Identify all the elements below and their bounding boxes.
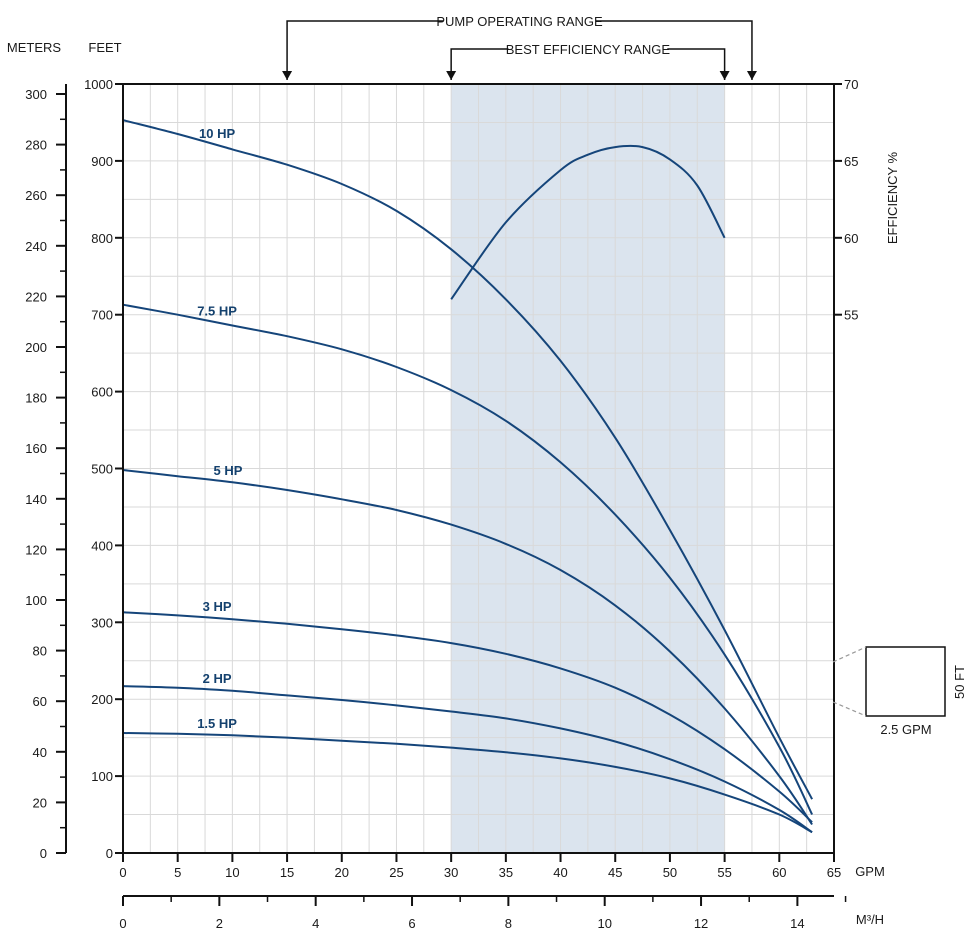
- curve-label-2-hp: 2 HP: [203, 671, 232, 686]
- head-curve-1-5-hp: [122, 732, 813, 834]
- feet-tick-label: 900: [91, 154, 113, 169]
- head-curve-3-hp: [122, 611, 813, 823]
- meters-tick-label: 240: [25, 239, 47, 254]
- feet-tick-label: 100: [91, 769, 113, 784]
- head-curve-2-hp: [122, 685, 813, 834]
- gpm-tick-label: 30: [444, 865, 458, 880]
- m3h-tick-label: 8: [505, 916, 512, 931]
- grid: [123, 84, 834, 853]
- curve-label-1-5-hp: 1.5 HP: [197, 716, 237, 731]
- scale-legend-leader-bottom: [832, 701, 867, 717]
- efficiency-tick-label: 55: [844, 308, 858, 323]
- scale-legend-width-label: 2.5 GPM: [880, 722, 931, 737]
- best-efficiency-range-label: BEST EFFICIENCY RANGE: [506, 42, 671, 57]
- meters-tick-label: 80: [33, 644, 47, 659]
- meters-tick-label: 40: [33, 745, 47, 760]
- best-efficiency-range-bracket-right: [667, 48, 726, 80]
- curves: 10 HP 7.5 HP 5 HP 3 HP 2 HP 1.5 HP: [122, 119, 814, 834]
- m3h-tick-label: 10: [597, 916, 611, 931]
- m3h-tick-label: 2: [216, 916, 223, 931]
- curve-label-10-hp: 10 HP: [199, 126, 235, 141]
- meters-tick-label: 300: [25, 87, 47, 102]
- gpm-axis-title: GPM: [855, 864, 885, 879]
- meters-tick-label: 0: [40, 846, 47, 861]
- gpm-tick-label: 5: [174, 865, 181, 880]
- efficiency-tick-label: 65: [844, 154, 858, 169]
- curve-label-5-hp: 5 HP: [214, 463, 243, 478]
- gpm-tick-label: 0: [119, 865, 126, 880]
- range-annotations: PUMP OPERATING RANGE BEST EFFICIENCY RAN…: [282, 14, 757, 80]
- meters-tick-label: 280: [25, 138, 47, 153]
- scale-legend-box: [865, 646, 946, 717]
- meters-tick-label: 20: [33, 795, 47, 810]
- m3h-tick-label: 12: [694, 916, 708, 931]
- scale-legend-height-label: 50 FT: [952, 665, 967, 699]
- pump-operating-range-bracket-left: [286, 20, 444, 80]
- m3h-tick-label: 14: [790, 916, 804, 931]
- meters-tick-label: 140: [25, 492, 47, 507]
- scale-legend-leader-top: [832, 646, 867, 663]
- meters-tick-label: 260: [25, 188, 47, 203]
- m3h-axis-title: M³/H: [856, 912, 884, 927]
- best-efficiency-range-bracket-left: [450, 48, 509, 80]
- gpm-tick-label: 15: [280, 865, 294, 880]
- meters-tick-label: 160: [25, 441, 47, 456]
- best-efficiency-range-arrow: [719, 71, 730, 80]
- gpm-tick-label: 10: [225, 865, 239, 880]
- gpm-tick-label: 35: [499, 865, 513, 880]
- meters-tick-label: 180: [25, 391, 47, 406]
- meters-tick-label: 200: [25, 340, 47, 355]
- feet-tick-label: 600: [91, 385, 113, 400]
- pump-operating-range-arrow: [746, 71, 757, 80]
- meters-tick-label: 220: [25, 289, 47, 304]
- efficiency-axis-title: EFFICIENCY %: [885, 151, 900, 244]
- meters-tick-label: 100: [25, 593, 47, 608]
- head-curve-5-hp: [122, 469, 813, 826]
- axes: 0100200300400500600700800900100002040608…: [25, 77, 858, 931]
- feet-tick-label: 1000: [84, 77, 113, 92]
- feet-axis-title: FEET: [88, 40, 121, 55]
- gpm-tick-label: 55: [717, 865, 731, 880]
- pump-operating-range-label: PUMP OPERATING RANGE: [436, 14, 603, 29]
- best-efficiency-range-arrow: [446, 71, 457, 80]
- feet-tick-label: 300: [91, 615, 113, 630]
- pump-operating-range-bracket-right: [595, 20, 753, 80]
- gpm-tick-label: 20: [335, 865, 349, 880]
- efficiency-tick-label: 70: [844, 77, 858, 92]
- scale-legend: 2.5 GPM 50 FT: [832, 646, 967, 737]
- gpm-tick-label: 25: [389, 865, 403, 880]
- feet-tick-label: 700: [91, 308, 113, 323]
- feet-tick-label: 0: [106, 846, 113, 861]
- curve-label-7-5-hp: 7.5 HP: [197, 303, 237, 318]
- gpm-tick-label: 60: [772, 865, 786, 880]
- meters-axis-title: METERS: [7, 40, 62, 55]
- gpm-tick-label: 40: [553, 865, 567, 880]
- m3h-tick-label: 0: [119, 916, 126, 931]
- pump-operating-range-arrow: [282, 71, 293, 80]
- feet-tick-label: 500: [91, 462, 113, 477]
- feet-tick-label: 800: [91, 231, 113, 246]
- gpm-tick-label: 50: [663, 865, 677, 880]
- gpm-tick-label: 45: [608, 865, 622, 880]
- meters-tick-label: 120: [25, 542, 47, 557]
- head-curve-7-5-hp: [122, 303, 814, 815]
- feet-tick-label: 200: [91, 692, 113, 707]
- head-curve-10-hp: [122, 119, 813, 800]
- efficiency-tick-label: 60: [844, 231, 858, 246]
- gpm-tick-label: 65: [827, 865, 841, 880]
- meters-tick-label: 60: [33, 694, 47, 709]
- m3h-tick-label: 6: [408, 916, 415, 931]
- feet-tick-label: 400: [91, 538, 113, 553]
- m3h-tick-label: 4: [312, 916, 319, 931]
- efficiency-curve: [450, 144, 726, 300]
- curve-label-3-hp: 3 HP: [203, 599, 232, 614]
